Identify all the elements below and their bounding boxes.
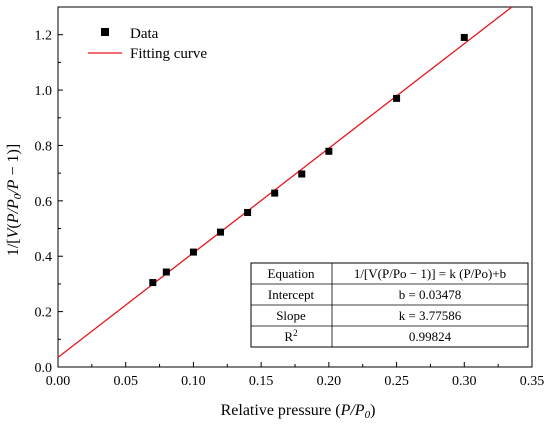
y-axis-title-pre: 1/[: [5, 238, 22, 256]
table-cell-label: R2: [284, 328, 297, 344]
data-point: [189, 248, 197, 256]
x-axis-ticks: 0.00 0.05 0.10 0.15 0.20 0.25 0.30 0.35: [46, 362, 545, 389]
y-axis-title-sub: 0: [12, 193, 24, 199]
table-cell-value: 1/[V(P/Po − 1)] = k (P/Po)+b: [354, 266, 506, 281]
table-cell-label: Equation: [268, 266, 315, 281]
x-tick-label: 0.10: [181, 374, 206, 389]
x-tick-label: 0.35: [520, 374, 545, 389]
table-cell-value: 0.99824: [409, 329, 452, 344]
x-axis-title-sub: 0: [365, 409, 371, 421]
data-point: [271, 189, 279, 197]
y-tick-label: 1.0: [35, 84, 53, 99]
legend-label-data: Data: [130, 26, 159, 42]
data-point: [217, 228, 225, 236]
data-point: [393, 94, 401, 102]
x-tick-label: 0.05: [113, 374, 138, 389]
y-axis-title-p2: P: [5, 179, 22, 190]
x-axis-title-text: Relative pressure (: [221, 402, 341, 419]
y-tick-label: 0.0: [35, 361, 53, 376]
data-point: [325, 147, 333, 155]
y-tick-label: 0.6: [35, 195, 53, 210]
x-axis-title-close: ): [370, 402, 375, 419]
y-tick-label: 1.2: [35, 29, 53, 44]
y-axis-title-post: − 1)]: [5, 144, 22, 180]
table-cell-value: k = 3.77586: [399, 308, 462, 323]
table-cell-label: Slope: [276, 308, 306, 323]
x-tick-label: 0.15: [249, 374, 274, 389]
data-point: [460, 33, 468, 41]
x-tick-label: 0.25: [384, 374, 409, 389]
table-cell-label: Intercept: [268, 287, 315, 302]
y-axis-title: 1/[V(P/P0/P − 1)]: [5, 144, 24, 256]
data-point: [298, 170, 306, 178]
y-tick-label: 0.2: [35, 306, 53, 321]
fitting-curve: [57, 6, 513, 358]
data-point: [149, 279, 157, 287]
data-point: [244, 208, 252, 216]
x-tick-label: 0.20: [317, 374, 342, 389]
data-points: [149, 33, 468, 287]
y-tick-label: 0.4: [35, 250, 53, 265]
table-cell-label-sup: 2: [293, 328, 298, 338]
x-tick-label: 0.30: [452, 374, 477, 389]
y-axis-title-p: P: [5, 213, 22, 224]
y-tick-label: 0.8: [35, 139, 53, 154]
data-point: [162, 268, 170, 276]
table-cell-value: b = 0.03478: [399, 287, 462, 302]
fit-parameters-table: Equation 1/[V(P/Po − 1)] = k (P/Po)+b In…: [250, 262, 529, 348]
legend: Data Fitting curve: [88, 26, 207, 62]
table-cell-label-r: R: [284, 329, 293, 344]
x-tick-label: 0.00: [46, 374, 71, 389]
legend-marker-data: [101, 28, 109, 36]
y-axis-title-slash: /: [5, 207, 22, 214]
legend-label-fit: Fitting curve: [130, 46, 207, 62]
fitting-curve-line: [57, 6, 513, 358]
y-axis-title-v: V: [5, 226, 22, 238]
x-axis-title-var: P/P: [340, 402, 365, 419]
y-axis-title-slash2: /: [5, 188, 22, 195]
y-axis-title-p0: P: [5, 199, 22, 210]
plot-area: 0.00 0.05 0.10 0.15 0.20 0.25 0.30 0.35 0.00.20…: [35, 6, 545, 389]
y-axis-title-mid: (: [5, 223, 22, 228]
y-axis-ticks: 0.0 0.2 0.4 0.6 0.8 1.0 1.2: [35, 29, 63, 376]
x-axis-title: Relative pressure (P/P0): [221, 402, 376, 421]
